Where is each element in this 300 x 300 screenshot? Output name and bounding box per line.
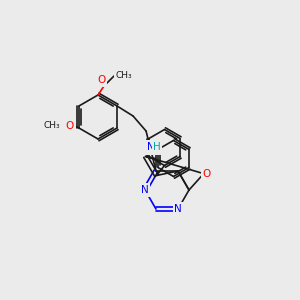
Text: CH₃: CH₃ — [115, 70, 132, 80]
Text: CH₃: CH₃ — [43, 122, 60, 130]
Text: N: N — [141, 185, 149, 195]
Text: O: O — [66, 121, 74, 131]
Text: O: O — [202, 169, 211, 179]
Text: H: H — [153, 142, 161, 152]
Text: N: N — [147, 142, 155, 152]
Text: O: O — [97, 75, 105, 85]
Text: NH: NH — [145, 143, 161, 153]
Text: N: N — [174, 204, 182, 214]
